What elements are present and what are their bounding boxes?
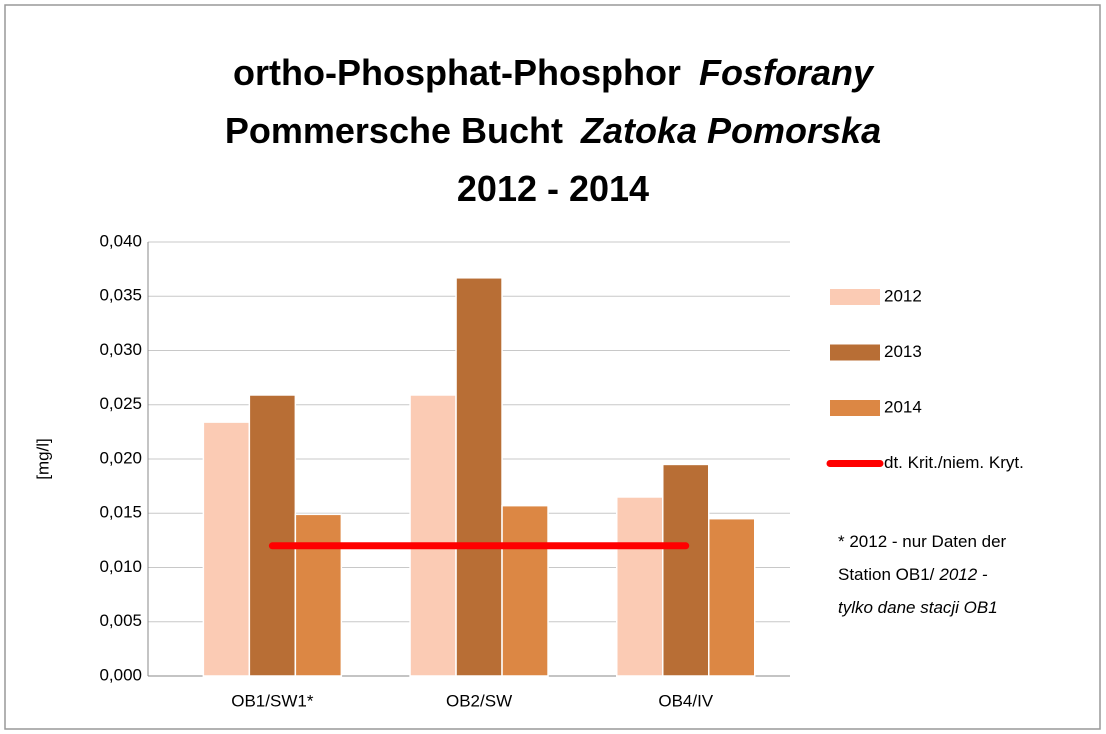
chart-frame bbox=[4, 4, 1101, 730]
footnote: tylko dane stacji OB1 bbox=[838, 598, 998, 617]
footnote-part: Station OB1/ bbox=[838, 565, 935, 584]
y-tick-label: 0,040 bbox=[99, 231, 142, 250]
legend-label: 2014 bbox=[884, 397, 922, 416]
legend-label: 2013 bbox=[884, 342, 922, 361]
legend-swatch bbox=[830, 289, 880, 305]
title-part: 2012 - 2014 bbox=[457, 168, 649, 209]
y-tick-label: 0,030 bbox=[99, 340, 142, 359]
footnote-part: * 2012 - nur Daten der bbox=[838, 532, 1007, 551]
title-part: Fosforany bbox=[699, 52, 875, 93]
chart-title: Pommersche Bucht Zatoka Pomorska bbox=[225, 110, 881, 151]
y-tick-label: 0,015 bbox=[99, 503, 142, 522]
footnote: Station OB1/2012 - bbox=[838, 565, 988, 584]
y-axis-label: [mg/l] bbox=[33, 438, 52, 480]
bar bbox=[708, 517, 756, 677]
title-part: Pommersche Bucht bbox=[225, 110, 563, 151]
bar bbox=[455, 277, 503, 677]
title-part: Zatoka Pomorska bbox=[580, 110, 881, 151]
y-tick-label: 0,025 bbox=[99, 394, 142, 413]
chart-title: 2012 - 2014 bbox=[457, 168, 649, 209]
x-tick-label: OB2/SW bbox=[446, 691, 512, 710]
y-tick-label: 0,000 bbox=[99, 665, 142, 684]
bar bbox=[202, 421, 251, 677]
bar bbox=[294, 513, 343, 677]
y-tick-label: 0,005 bbox=[99, 611, 142, 630]
bar bbox=[409, 394, 457, 677]
x-tick-label: OB4/IV bbox=[658, 691, 713, 710]
footnote-part: 2012 - bbox=[938, 565, 988, 584]
legend-swatch bbox=[830, 400, 880, 416]
bar bbox=[662, 463, 710, 677]
bar bbox=[248, 394, 297, 677]
legend-label: 2012 bbox=[884, 286, 922, 305]
legend-label: dt. Krit./niem. Kryt. bbox=[884, 453, 1024, 472]
bar bbox=[616, 496, 664, 677]
chart-title: ortho-Phosphat-Phosphor Fosforany bbox=[233, 52, 875, 93]
title-part: ortho-Phosphat-Phosphor bbox=[233, 52, 681, 93]
footnote-part: tylko dane stacji OB1 bbox=[838, 598, 998, 617]
footnote: * 2012 - nur Daten der bbox=[838, 532, 1007, 551]
y-tick-label: 0,020 bbox=[99, 448, 142, 467]
bar bbox=[501, 504, 549, 677]
y-tick-label: 0,010 bbox=[99, 557, 142, 576]
legend-swatch bbox=[830, 344, 880, 361]
y-tick-label: 0,035 bbox=[99, 286, 142, 305]
x-tick-label: OB1/SW1* bbox=[231, 691, 314, 710]
